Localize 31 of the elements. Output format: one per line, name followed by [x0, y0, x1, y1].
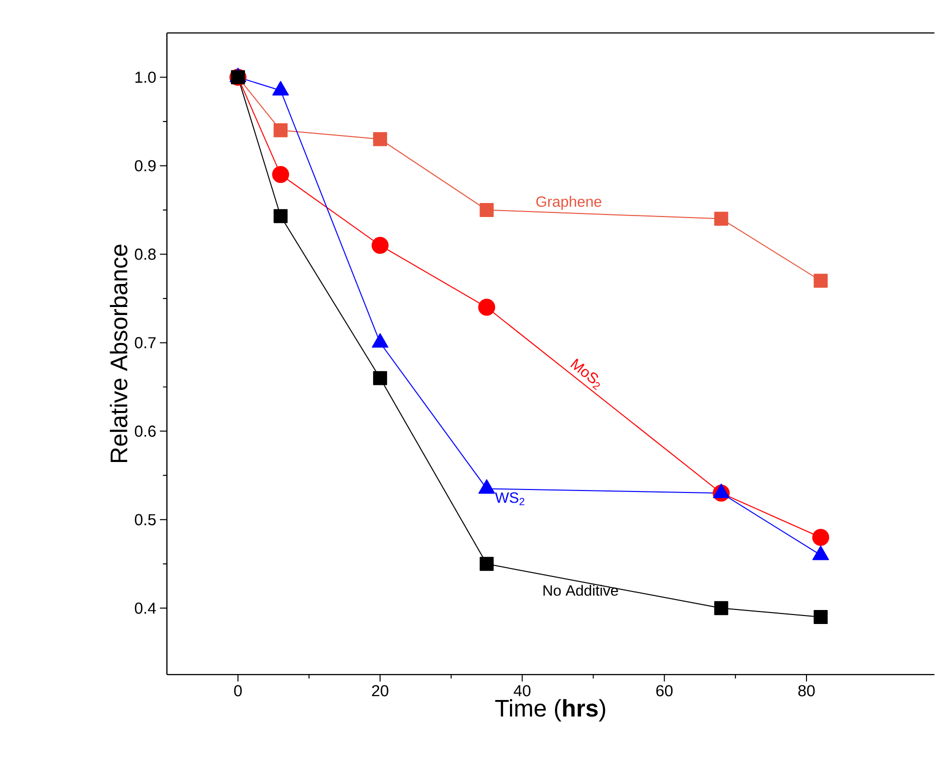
- y-tick-label: 0.8: [134, 248, 156, 260]
- y-tick-label: 0.6: [134, 425, 156, 437]
- series-label: No Additive: [544, 584, 618, 596]
- point: [812, 528, 830, 546]
- series-label: Graphene: [536, 196, 602, 210]
- y-tick-label: 0.7: [134, 336, 156, 348]
- point: [480, 202, 494, 217]
- point: [372, 236, 389, 254]
- x-axis-title: Time (hrs): [495, 698, 606, 722]
- point: [274, 123, 288, 138]
- point: [814, 610, 828, 624]
- x-tick-label: 0: [234, 684, 242, 696]
- x-tick-label: 40: [514, 684, 530, 696]
- y-tick-label: 0.9: [134, 160, 156, 172]
- x-tick-label: 80: [798, 684, 815, 696]
- point: [814, 274, 828, 288]
- point: [480, 556, 494, 571]
- point: [714, 212, 728, 226]
- x-tick-label: 20: [372, 684, 388, 696]
- point: [272, 166, 290, 183]
- point: [478, 298, 496, 316]
- series-label: WS$_{2}$: [495, 492, 524, 505]
- point: [373, 370, 388, 385]
- point: [373, 132, 388, 146]
- y-tick-label: 1.0: [135, 71, 156, 83]
- point: [714, 600, 728, 615]
- y-axis-title: Relative Absorbance: [110, 244, 128, 462]
- x-tick-label: 60: [656, 684, 673, 696]
- point: [274, 208, 288, 223]
- y-tick-label: 0.5: [134, 514, 156, 526]
- y-tick-label: 0.4: [134, 602, 156, 614]
